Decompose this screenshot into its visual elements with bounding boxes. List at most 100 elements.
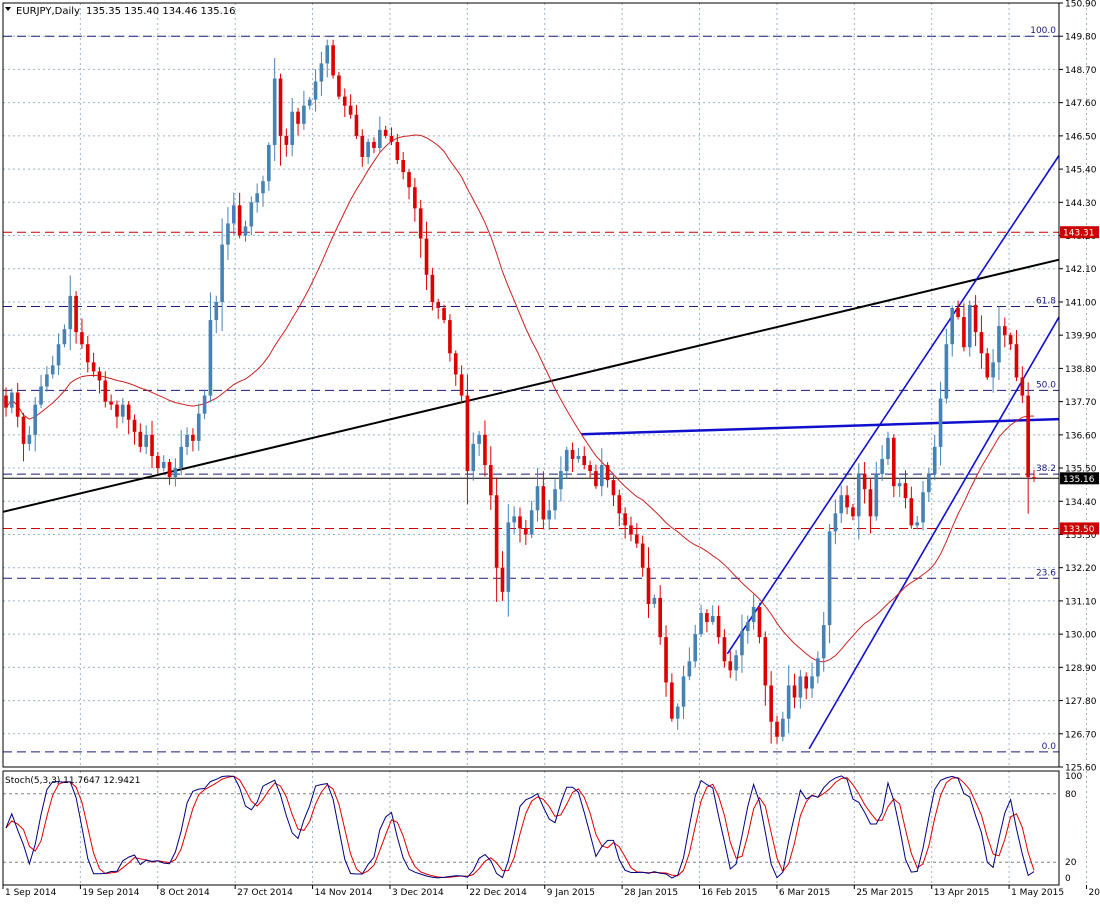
bull-candle-body	[599, 465, 604, 487]
price-tick-label: 134.40	[1065, 498, 1097, 508]
bear-candle-body	[640, 543, 645, 568]
bull-candle-body	[185, 434, 189, 447]
price-tick-label: 135.50	[1065, 465, 1097, 475]
bull-candle-body	[693, 634, 698, 662]
bull-candle-body	[786, 685, 791, 719]
stoch-main-line	[5, 775, 1035, 879]
bear-candle-body	[716, 616, 721, 638]
time-tick-label: 19 Sep 2014	[82, 888, 139, 898]
bear-candle-body	[85, 344, 90, 363]
bull-candle-body	[45, 374, 49, 387]
bull-candle-body	[810, 676, 814, 689]
bull-candle-body	[652, 597, 657, 604]
bull-candle-body	[202, 395, 207, 414]
bear-candle-body	[862, 474, 867, 490]
bear-candle-body	[868, 489, 873, 517]
bull-candle-body	[997, 326, 1001, 363]
price-tick-label: 125.60	[1065, 764, 1097, 774]
bear-candle-body	[109, 401, 113, 405]
bear-candle-body	[337, 75, 341, 97]
bull-candle-body	[827, 531, 832, 626]
chart-header: EURJPY,Daily 135.35 135.40 134.46 135.16	[5, 6, 236, 17]
bear-candle-body	[1008, 335, 1013, 345]
bull-candle-body	[529, 510, 534, 535]
bear-candle-body	[483, 434, 487, 466]
bear-candle-body	[126, 404, 131, 420]
trendline	[808, 316, 1060, 750]
bull-candle-body	[950, 307, 955, 345]
bear-candle-body	[237, 205, 242, 236]
price-tick-label: 138.80	[1065, 365, 1097, 375]
time-tick-label: 25 Mar 2015	[856, 888, 913, 898]
bear-candle-body	[1032, 477, 1036, 479]
current-price-badge-label: 135.16	[1063, 475, 1095, 485]
bull-candle-body	[307, 99, 312, 106]
bull-candle-body	[56, 344, 61, 366]
bear-candle-body	[348, 105, 353, 115]
bear-candle-body	[909, 498, 914, 526]
time-tick-label: 28 Jan 2015	[624, 888, 678, 898]
bull-candle-body	[798, 676, 803, 698]
bear-candle-body	[296, 111, 300, 124]
symbol-label: EURJPY,Daily	[16, 6, 80, 17]
bear-candle-body	[383, 129, 388, 136]
bear-candle-body	[465, 395, 470, 472]
price-tick-label: 131.10	[1065, 597, 1097, 607]
price-tick-label: 144.30	[1065, 199, 1097, 209]
bull-candle-body	[319, 63, 324, 82]
trendline	[2, 258, 1060, 513]
time-tick-label: 3 Dec 2014	[392, 888, 444, 898]
time-tick-label: 22 Dec 2014	[469, 888, 527, 898]
price-level-badge	[1060, 522, 1099, 535]
price-tick-label: 148.70	[1065, 66, 1097, 76]
bull-candle-body	[33, 404, 38, 435]
bear-candle-body	[670, 682, 674, 719]
bull-candle-body	[559, 471, 563, 490]
price-tick-label: 136.60	[1065, 431, 1097, 441]
bear-candle-body	[623, 513, 627, 526]
price-tick-label: 147.60	[1065, 99, 1097, 109]
bull-candle-body	[833, 513, 838, 532]
bear-candle-body	[582, 455, 587, 466]
bear-candle-body	[635, 534, 639, 544]
bull-candle-body	[208, 320, 213, 396]
price-level-badge-label: 143.31	[1063, 229, 1095, 239]
price-tick-label: 130.00	[1065, 631, 1097, 641]
candles	[4, 39, 1036, 744]
bear-candle-body	[401, 160, 405, 173]
moving-average-line	[5, 134, 1035, 663]
bull-candle-body	[938, 398, 943, 447]
fibo-level-label: 100.0	[1030, 26, 1056, 36]
bear-candle-body	[1026, 395, 1030, 478]
dropdown-triangle-icon[interactable]	[5, 7, 11, 11]
price-tick-label: 150.90	[1065, 0, 1097, 10]
bear-candle-body	[500, 567, 505, 592]
bear-candle-body	[430, 274, 435, 302]
price-tick-label: 133.30	[1065, 531, 1097, 541]
bull-candle-body	[249, 202, 254, 227]
bear-candle-body	[21, 416, 26, 444]
bear-candle-body	[658, 597, 662, 638]
bull-candle-body	[179, 446, 184, 469]
bull-candle-body	[39, 386, 43, 405]
bull-candle-body	[261, 181, 265, 194]
bear-candle-body	[617, 495, 622, 514]
bull-candle-body	[220, 244, 224, 302]
current-price-badge	[1060, 472, 1099, 485]
bear-candle-body	[757, 606, 762, 638]
bear-candle-body	[605, 465, 610, 481]
bear-candle-body	[570, 449, 575, 459]
bull-candle-body	[675, 706, 680, 719]
bear-candle-body	[156, 455, 160, 469]
time-tick-label: 9 Jan 2015	[547, 888, 595, 898]
bear-candle-body	[494, 495, 499, 568]
bull-candle-body	[821, 625, 826, 659]
bear-candle-body	[459, 374, 464, 396]
bull-candle-body	[535, 486, 540, 511]
bear-candle-body	[1020, 377, 1025, 396]
grid	[2, 2, 1087, 885]
bear-candle-body	[705, 612, 709, 623]
